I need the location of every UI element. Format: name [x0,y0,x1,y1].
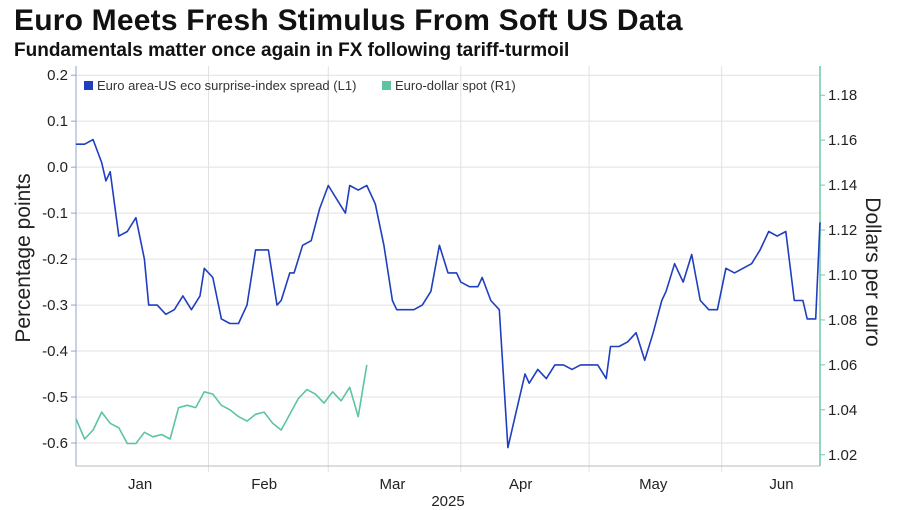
y-tick-left-label: -0.5 [42,389,68,406]
axes: 0.2 0.1 0.0 -0.1 -0.2 -0.3 -0.4 -0.5 -0.6 1.18 1.1… [42,66,857,493]
y-tick-right-label: 1.10 [828,267,857,284]
y-tick-right-label: 1.06 [828,357,857,374]
y-tick-left-label: -0.1 [42,205,68,222]
chart-title: Euro Meets Fresh Stimulus From Soft US D… [14,4,683,37]
y-tick-right-label: 1.04 [828,402,857,419]
y-tick-right-label: 1.02 [828,447,857,464]
x-axis-title: 2025 [431,493,464,510]
x-tick-label: Jun [769,476,793,493]
y-tick-right-label: 1.08 [828,312,857,329]
x-tick-label: Apr [509,476,532,493]
legend-label-spot: Euro-dollar spot (R1) [395,78,516,93]
y-tick-left-label: -0.6 [42,435,68,452]
y-tick-left-label: 0.1 [47,113,68,130]
y-tick-left-label: 0.0 [47,159,68,176]
legend: Euro area-US eco surprise-index spread (… [84,78,516,93]
legend-label-spread: Euro area-US eco surprise-index spread (… [97,78,356,93]
y-tick-right-label: 1.12 [828,222,857,239]
y-tick-left-label: 0.2 [47,67,68,84]
x-tick-label: Jan [128,476,152,493]
series-lines [75,138,821,449]
y-tick-right-label: 1.16 [828,132,857,149]
y-tick-left-label: -0.4 [42,343,68,360]
x-tick-label: Feb [251,476,277,493]
gridlines [76,66,820,472]
x-tick-label: May [639,476,668,493]
y-tick-left-label: -0.2 [42,251,68,268]
x-tick-label: Mar [379,476,405,493]
legend-swatch-spread [84,81,93,90]
y-tick-right-label: 1.18 [828,87,857,104]
series-line-spread [76,138,821,449]
y-axis-right-title: Dollars per euro [861,197,884,346]
y-tick-right-label: 1.14 [828,177,857,194]
chart-subtitle: Fundamentals matter once again in FX fol… [14,40,570,61]
series-line-spot [75,364,368,445]
legend-swatch-spot [382,81,391,90]
y-axis-left-title: Percentage points [12,173,35,342]
y-tick-left-label: -0.3 [42,297,68,314]
